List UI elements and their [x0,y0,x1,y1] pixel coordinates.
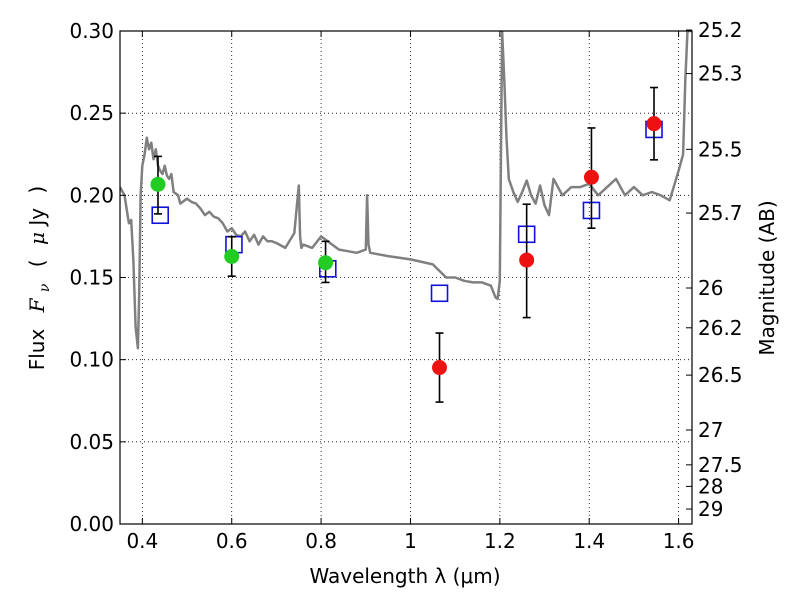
y-axis-label-unit: Jy [25,208,49,228]
spectrum-layer [120,31,692,350]
observed-photometry-point [519,252,535,268]
y-axis-label-subscript: ν [37,283,53,292]
y-axis-label-close-paren: ) [25,186,49,194]
y2-tick-label: 25.7 [698,201,743,225]
y2-axis-label: Magnitude (AB) [755,200,779,355]
y-tick-label: 0.25 [69,101,114,125]
y2-tick-label: 27.5 [698,453,743,477]
grid [120,30,692,525]
y-tick-label: 0.15 [69,266,114,290]
y-axis-label-symbol: F [25,297,49,313]
axis-ticks: 0.4 0.6 0.8 1 1.2 1.4 1.6 0.00 0.05 0.10 0.15 0.20 0… [69,18,742,553]
y2-tick-label: 26.2 [698,316,743,340]
y-axis-label-unit-symbol: μ [25,232,49,245]
spectrum-line [120,31,692,350]
y-axis-label: Flux F ν ( μ Jy ) [25,186,54,371]
y-tick-label: 0.20 [69,183,114,207]
observed-photometry-point [432,360,448,376]
model-photometry-square [151,206,170,225]
y2-tick-label: 25.3 [698,62,743,86]
x-tick-label: 1 [404,529,417,553]
y2-tick-label: 26.5 [698,363,743,387]
observed-photometry-point [224,248,240,264]
photometry-layer [150,86,663,403]
x-tick-label: 0.4 [126,529,158,553]
plot-frame [119,30,693,525]
y-axis-label-prefix: Flux [25,329,49,371]
y2-tick-label: 25.5 [698,137,743,161]
y2-tick-label: 29 [698,497,723,521]
observed-photometry-point [318,255,334,271]
model-photometry-square [430,284,449,303]
y-axis-label-open-paren: ( [25,259,49,267]
y2-tick-label: 27 [698,418,723,442]
y2-tick-label: 28 [698,474,723,498]
y-tick-label: 0.00 [69,512,114,536]
x-tick-label: 1.4 [573,529,605,553]
x-tick-label: 1.6 [663,529,695,553]
x-tick-label: 0.6 [216,529,248,553]
x-tick-label: 1.2 [484,529,516,553]
observed-photometry-point [150,176,166,192]
y-tick-label: 0.30 [69,19,114,43]
x-tick-label: 0.8 [305,529,337,553]
y2-tick-label: 25.2 [698,18,743,42]
y2-tick-label: 26 [698,276,723,300]
y-tick-label: 0.05 [69,430,114,454]
x-axis-label: Wavelength λ (μm) [309,564,500,588]
observed-photometry-point [646,116,662,132]
y-tick-label: 0.10 [69,348,114,372]
observed-photometry-point [583,169,599,185]
